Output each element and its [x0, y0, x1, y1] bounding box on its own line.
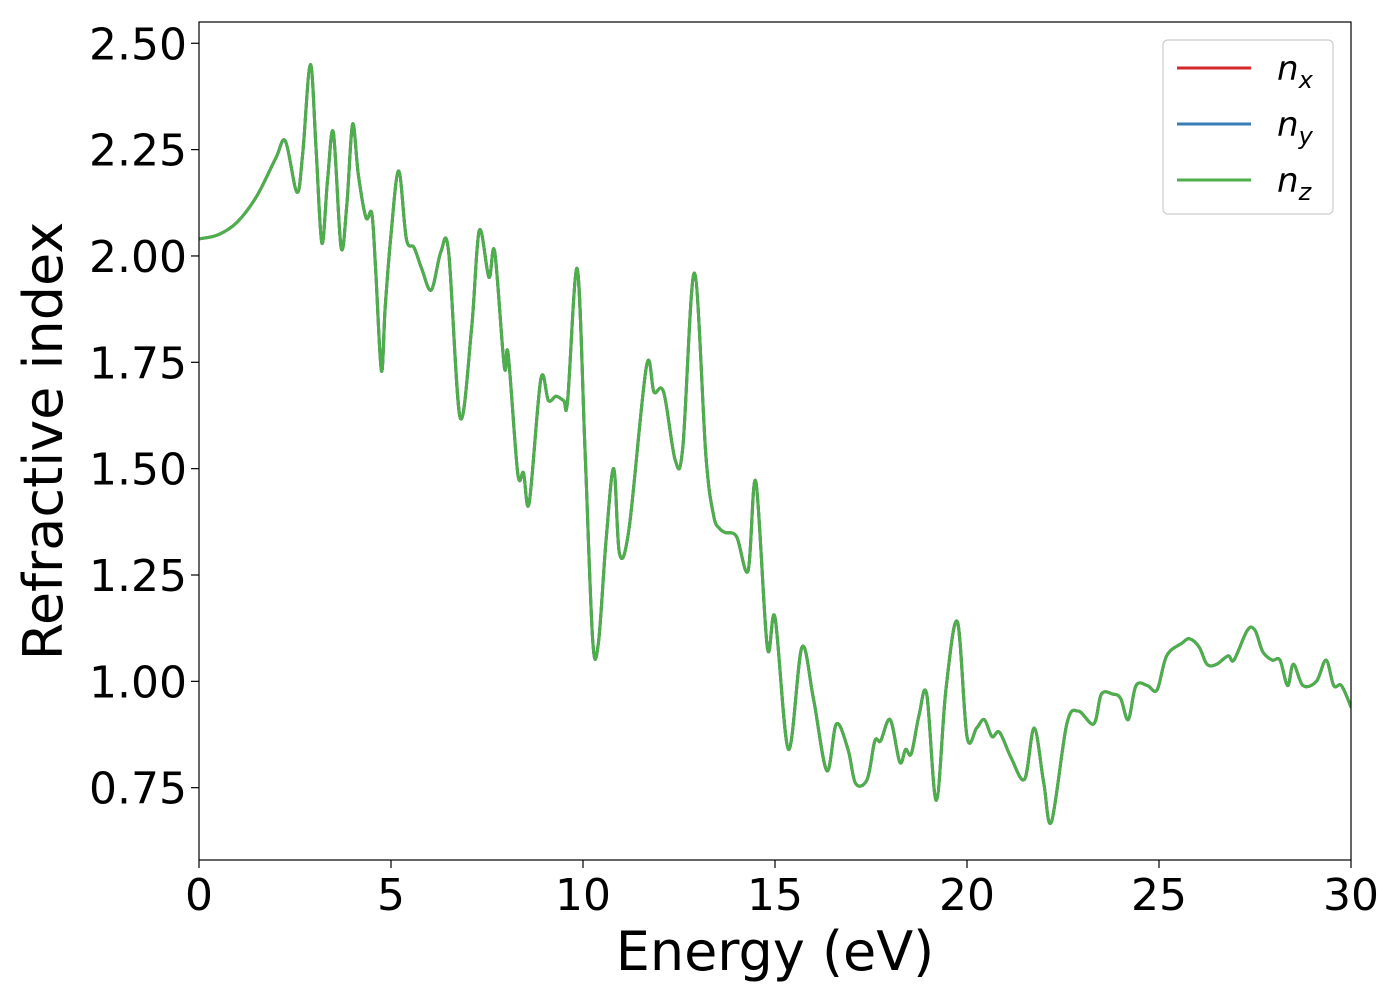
- legend-symbol: n: [1277, 49, 1299, 89]
- legend-subscript: x: [1298, 66, 1314, 94]
- x-axis-ticks: 0 5 10 15 20 25 30: [185, 860, 1379, 921]
- x-axis-label: Energy (eV): [616, 920, 935, 983]
- y-tick-label: 2.25: [89, 126, 187, 177]
- series-layer: [199, 62, 1351, 826]
- y-tick-label: 2.00: [89, 232, 187, 283]
- x-tick-label: 20: [939, 870, 995, 921]
- legend-label: ny: [1277, 105, 1314, 150]
- x-tick-label: 10: [555, 870, 611, 921]
- legend-subscript: y: [1298, 122, 1314, 150]
- x-tick-label: 0: [185, 870, 213, 921]
- legend-symbol: n: [1277, 161, 1299, 201]
- series-line-n-z: [199, 62, 1351, 826]
- y-tick-label: 1.50: [89, 445, 187, 496]
- y-axis-label: Refractive index: [12, 222, 75, 661]
- x-tick-label: 30: [1323, 870, 1379, 921]
- x-tick-label: 15: [747, 870, 803, 921]
- legend-label: nx: [1277, 49, 1314, 94]
- y-tick-label: 1.00: [89, 657, 187, 708]
- y-tick-label: 1.25: [89, 551, 187, 602]
- x-tick-label: 25: [1131, 870, 1187, 921]
- x-tick-label: 5: [377, 870, 405, 921]
- y-tick-label: 0.75: [89, 764, 187, 815]
- y-axis-ticks: 0.75 1.00 1.25 1.50 1.75 2.00 2.25 2.50: [89, 19, 199, 815]
- y-tick-label: 2.50: [89, 19, 187, 70]
- legend-symbol: n: [1277, 105, 1299, 145]
- legend-label: nz: [1277, 161, 1313, 206]
- y-tick-label: 1.75: [89, 338, 187, 389]
- legend-subscript: z: [1298, 178, 1313, 206]
- legend-box: [1162, 39, 1334, 215]
